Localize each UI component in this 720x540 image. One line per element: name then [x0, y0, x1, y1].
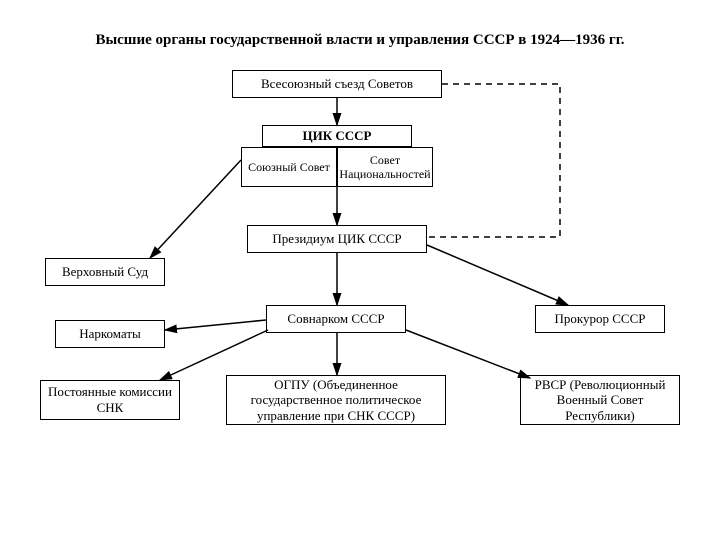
diagram-edges — [0, 0, 720, 540]
